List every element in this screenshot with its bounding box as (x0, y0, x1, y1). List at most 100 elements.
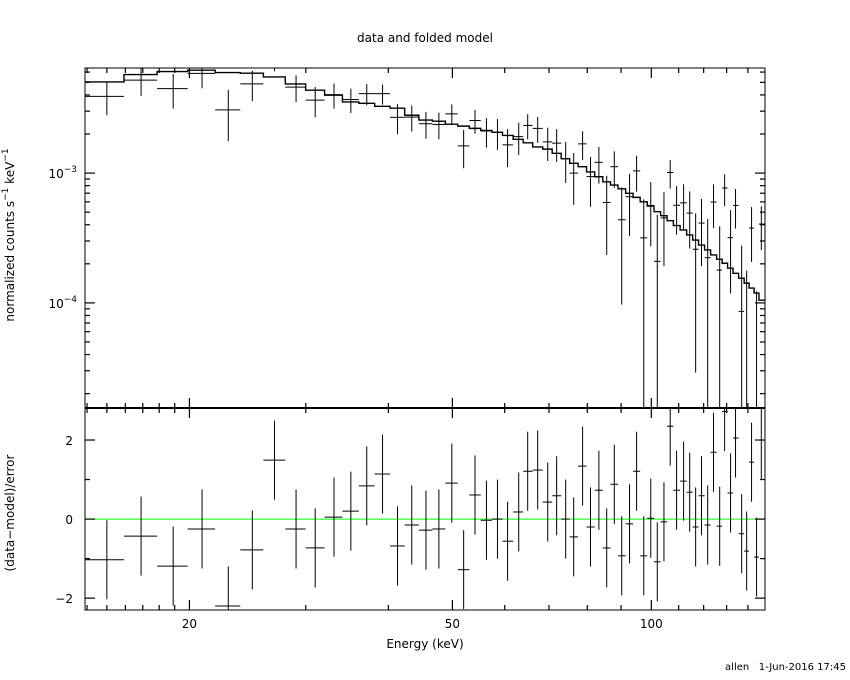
residual-point (561, 479, 570, 559)
y-tick-label: 2 (65, 434, 73, 448)
data-point (586, 157, 595, 207)
residual-point (578, 426, 587, 506)
data-point (594, 146, 603, 184)
data-point (602, 175, 611, 255)
data-point (673, 186, 681, 235)
residual-point (404, 485, 419, 565)
data-point (285, 75, 306, 103)
data-point (758, 206, 765, 251)
residual-point (552, 456, 562, 536)
residual-point (418, 490, 433, 570)
footer-timestamp: 1-Jun-2016 17:45 (758, 662, 846, 673)
residual-point (704, 485, 711, 565)
data-point (716, 226, 723, 408)
x-tick-label: 20 (182, 617, 197, 631)
y-tick-label-exponent: −3 (64, 165, 77, 175)
data-point (532, 116, 543, 143)
residual-panel-frame (84, 407, 766, 611)
residual-point (586, 487, 595, 567)
data-point (123, 68, 158, 96)
residual-point (240, 510, 264, 590)
data-point (686, 191, 693, 249)
data-point (502, 128, 514, 168)
data-point (633, 155, 641, 192)
chart-title: data and folded model (357, 31, 493, 45)
residual-point (187, 489, 216, 569)
data-point (738, 245, 745, 408)
y-axis-label-residual: (data−model)/error (3, 454, 17, 571)
y-axis-label-part: normalized counts s (3, 201, 17, 322)
data-point (513, 122, 524, 155)
y-tick-label-base: 10 (48, 297, 63, 311)
data-point (240, 70, 264, 102)
data-point (618, 187, 626, 305)
residual-point (749, 422, 755, 502)
residual-point (625, 484, 634, 564)
residual-point (602, 508, 611, 588)
residual-point (457, 530, 470, 610)
data-point (710, 184, 717, 228)
data-point (374, 84, 391, 105)
y-tick-label-exponent: −4 (64, 295, 78, 305)
residual-point (633, 431, 641, 511)
data-point (215, 89, 241, 142)
data-point (432, 112, 446, 140)
data-point (324, 83, 343, 109)
residual-point (123, 496, 158, 576)
footer: allen 1-Jun-2016 17:45 (725, 662, 846, 673)
data-point (647, 182, 655, 247)
data-point (727, 210, 734, 294)
y-axis-label-part: −1 (1, 188, 11, 201)
data-point (358, 84, 375, 106)
data-point (654, 214, 661, 408)
data-point (569, 152, 579, 205)
data-point (445, 104, 458, 126)
x-axis-label: Energy (keV) (386, 637, 463, 651)
data-point (523, 114, 533, 140)
residual-point (263, 420, 286, 500)
x-tick-label: 50 (445, 617, 460, 631)
data-point (157, 73, 188, 109)
residual-point (722, 408, 728, 452)
y-axis-label-part: keV (3, 161, 17, 188)
data-point (698, 198, 705, 267)
residual-point (432, 489, 446, 569)
data-point (578, 131, 587, 161)
residual-point (491, 479, 503, 559)
data-point (469, 109, 481, 134)
residual-point (710, 412, 717, 492)
data-point (491, 119, 503, 150)
residual-point (673, 450, 681, 530)
data-point (640, 199, 648, 408)
y-tick-label: 0 (65, 513, 73, 527)
residual-point (523, 431, 533, 511)
data-point (680, 184, 687, 231)
data-point (561, 141, 570, 183)
data-point (744, 270, 750, 409)
model-histogram (85, 69, 765, 301)
data-point (625, 173, 634, 236)
data-point (187, 68, 216, 89)
residual-point (640, 516, 648, 596)
residual-point (480, 480, 492, 560)
residual-point (305, 508, 325, 588)
data-point (704, 218, 711, 408)
residual-point (374, 434, 391, 514)
residual-point (660, 482, 668, 562)
data-point (85, 82, 124, 116)
data-point (542, 127, 553, 161)
residual-point (727, 453, 734, 533)
residual-point (513, 472, 524, 552)
data-point (610, 151, 619, 188)
residual-point (285, 489, 306, 569)
residual-point (680, 441, 687, 521)
top-panel-frame (84, 67, 766, 409)
data-point (342, 88, 359, 113)
data-point (418, 111, 433, 139)
top-panel: 10−310−4 (48, 67, 766, 409)
data-point (480, 118, 492, 148)
residual-point (532, 430, 543, 510)
data-point (660, 192, 668, 267)
data-point (390, 104, 405, 135)
